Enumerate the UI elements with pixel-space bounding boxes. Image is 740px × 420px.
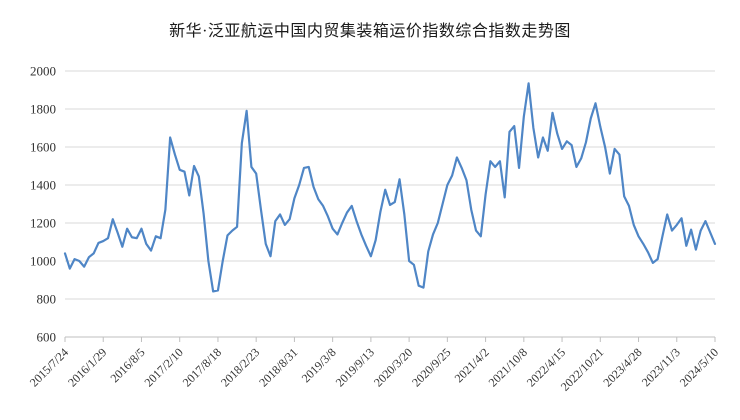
chart-title: 新华·泛亚航运中国内贸集装箱运价指数综合指数走势图 (169, 23, 571, 40)
y-axis-label: 1600 (30, 140, 56, 155)
x-axis-label: 2023/11/3 (639, 345, 683, 389)
y-axis-label: 1000 (30, 254, 56, 269)
x-axis-label: 2023/4/28 (600, 345, 644, 389)
x-axis-label: 2017/2/10 (142, 345, 186, 389)
x-axis-label: 2018/8/31 (256, 345, 300, 389)
x-axis-label: 2024/5/10 (677, 345, 721, 389)
y-axis-label: 1400 (30, 178, 56, 193)
x-axis-label: 2018/2/23 (218, 345, 262, 389)
x-axis-label: 2020/9/25 (409, 345, 453, 389)
y-axis-label: 1800 (30, 102, 56, 117)
index-series-line (63, 82, 717, 293)
x-axis-label: 2021/10/8 (486, 345, 530, 389)
x-axis-label: 2015/7/24 (27, 345, 71, 389)
y-axis-label: 600 (37, 330, 57, 345)
y-axis-label: 1200 (30, 216, 56, 231)
y-axis-label: 800 (37, 292, 57, 307)
x-axis-label: 2020/3/20 (371, 345, 415, 389)
x-axis-label: 2019/9/13 (333, 345, 377, 389)
x-axis-label: 2016/1/29 (65, 345, 109, 389)
x-axis-label: 2017/8/18 (180, 345, 224, 389)
y-axis-label: 2000 (30, 64, 56, 79)
